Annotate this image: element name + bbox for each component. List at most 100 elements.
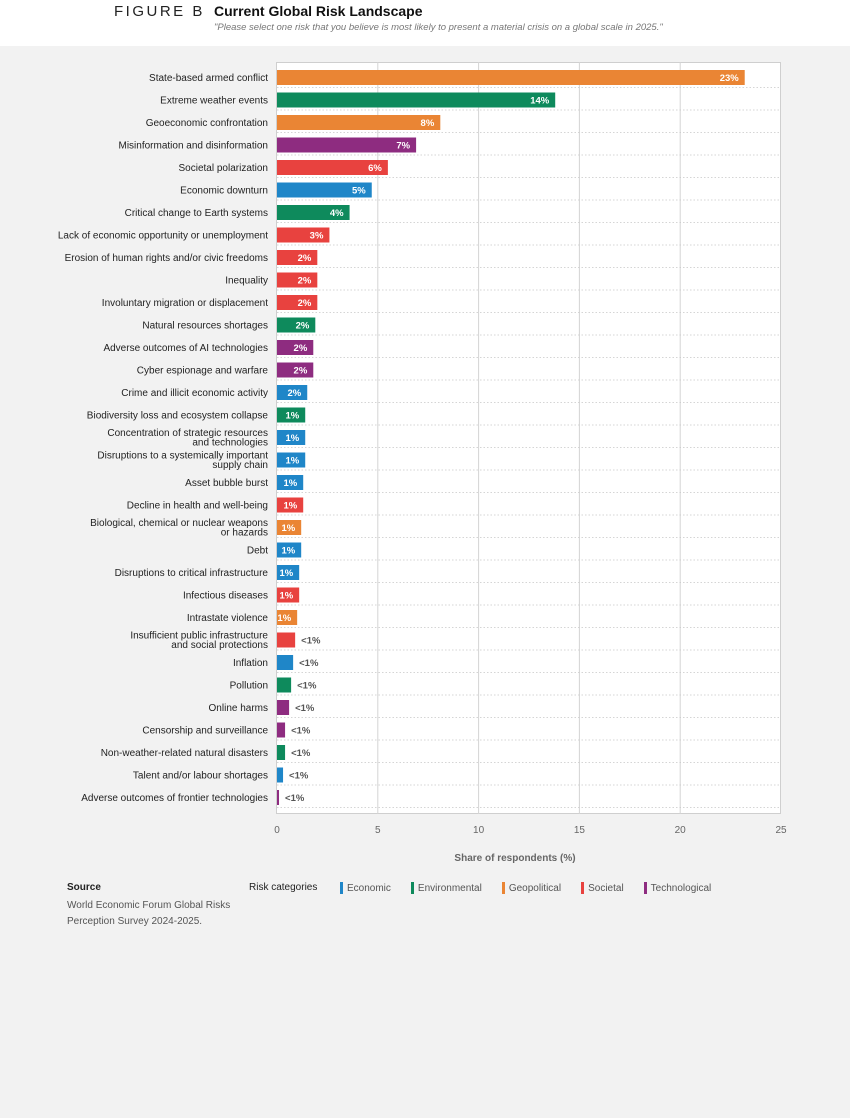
x-tick-label: 5	[375, 825, 381, 836]
category-label: Non-weather-related natural disasters	[101, 748, 268, 759]
figure-label: FIGURE B	[114, 3, 205, 20]
category-label: Insufficient public infrastructure and so…	[130, 631, 268, 652]
category-label: Involuntary migration or displacement	[102, 298, 268, 309]
bar	[277, 632, 296, 648]
legend-label: Geopolitical	[508, 882, 562, 894]
data-label: 2%	[298, 253, 312, 264]
bar	[277, 160, 388, 175]
category-label: Adverse outcomes of AI technologies	[103, 343, 268, 354]
category-label-line: or hazards	[221, 528, 268, 539]
bar	[277, 250, 318, 265]
data-label: 5%	[352, 186, 366, 197]
x-tick-label: 15	[574, 825, 586, 836]
category-label-line: supply chain	[212, 460, 268, 471]
bar	[277, 227, 330, 243]
category-label: Inequality	[225, 276, 268, 287]
category-label: Cyber espionage and warfare	[137, 366, 269, 377]
data-label: 6%	[368, 163, 382, 174]
legend-swatch	[410, 882, 414, 894]
source-text: World Economic Forum Global Risks Percep…	[67, 900, 231, 927]
data-label: 4%	[330, 208, 344, 219]
category-label: Misinformation and disinformation	[118, 141, 268, 152]
x-tick-label: 20	[675, 825, 687, 836]
category-label-line: Biological, chemical or nuclear weapons	[90, 518, 268, 529]
legend-swatch	[340, 882, 343, 894]
category-label: Biological, chemical or nuclear weapons o…	[90, 518, 268, 539]
category-label: Infectious diseases	[183, 591, 268, 602]
data-label: 1%	[277, 613, 291, 624]
legend-heading: Risk categories	[249, 882, 318, 893]
figure-subtitle: "Please select one risk that you believe…	[214, 22, 663, 33]
data-label: <1%	[299, 658, 319, 669]
bar	[277, 767, 284, 783]
legend-label: Technological	[650, 882, 712, 894]
legend-item: Economic	[340, 882, 391, 894]
x-tick-label: 25	[775, 825, 787, 836]
data-label: <1%	[285, 793, 305, 804]
bar	[277, 475, 304, 490]
bar-chart: 0 5 10 15 20 25 Share of respondents (%) State-…	[58, 62, 787, 864]
category-label: Debt	[247, 546, 268, 557]
bar	[277, 430, 306, 445]
data-label: <1%	[297, 681, 317, 692]
data-label: 23%	[720, 73, 740, 84]
category-label: Geoeconomic confrontation	[146, 118, 268, 129]
x-tick-label: 10	[473, 825, 485, 836]
data-label: <1%	[291, 726, 311, 737]
legend-label: Societal	[588, 882, 624, 894]
bar	[277, 655, 294, 670]
data-label: 1%	[285, 433, 299, 444]
bar	[277, 272, 318, 288]
category-label: Censorship and surveillance	[142, 726, 268, 737]
bar	[277, 137, 417, 153]
data-label: 7%	[396, 141, 410, 152]
category-label-line: Insufficient public infrastructure	[130, 631, 268, 642]
bar	[277, 610, 298, 625]
category-label: Concentration of strategic resources and …	[107, 428, 268, 449]
bar	[277, 520, 302, 535]
category-label: Asset bubble burst	[185, 478, 268, 489]
category-label: State-based armed conflict	[149, 73, 268, 84]
legend-swatch	[643, 882, 647, 894]
legend-swatch	[501, 882, 505, 894]
bar	[277, 722, 286, 738]
category-label: Crime and illicit economic activity	[121, 388, 268, 399]
category-label: Economic downturn	[180, 186, 268, 197]
data-label: 1%	[285, 411, 299, 422]
bar	[277, 565, 300, 580]
category-label: Pollution	[230, 681, 268, 692]
category-label: Talent and/or labour shortages	[133, 771, 268, 782]
bar	[277, 542, 302, 558]
data-label: 14%	[530, 96, 550, 107]
data-label: 1%	[279, 568, 293, 579]
category-label: Erosion of human rights and/or civic fre…	[65, 253, 268, 264]
category-label-line: Concentration of strategic resources	[107, 428, 268, 439]
data-label: 2%	[298, 276, 312, 287]
data-label: <1%	[291, 748, 311, 759]
category-label: Societal polarization	[179, 163, 269, 174]
data-label: 2%	[294, 366, 308, 377]
data-label: 3%	[310, 231, 324, 242]
data-label: 2%	[288, 388, 302, 399]
bar	[277, 340, 314, 355]
bar	[277, 745, 286, 760]
bar	[277, 70, 745, 85]
category-label: Decline in health and well-being	[127, 501, 268, 512]
legend-label: Economic	[347, 882, 391, 894]
category-label: Disruptions to critical infrastructure	[115, 568, 269, 579]
bar	[277, 407, 306, 423]
bar	[277, 497, 304, 513]
x-tick-label: 0	[274, 825, 280, 836]
bar	[277, 790, 280, 805]
bar	[277, 385, 308, 400]
data-label: 1%	[281, 523, 295, 534]
bar	[277, 677, 292, 693]
category-label: Disruptions to a systemically important s…	[97, 451, 268, 472]
legend-swatch	[581, 882, 585, 894]
category-label: Online harms	[209, 703, 268, 714]
data-label: 1%	[285, 456, 299, 467]
category-label: Critical change to Earth systems	[125, 208, 268, 219]
data-label: 1%	[283, 501, 297, 512]
data-label: 2%	[298, 298, 312, 309]
bar	[277, 115, 441, 130]
